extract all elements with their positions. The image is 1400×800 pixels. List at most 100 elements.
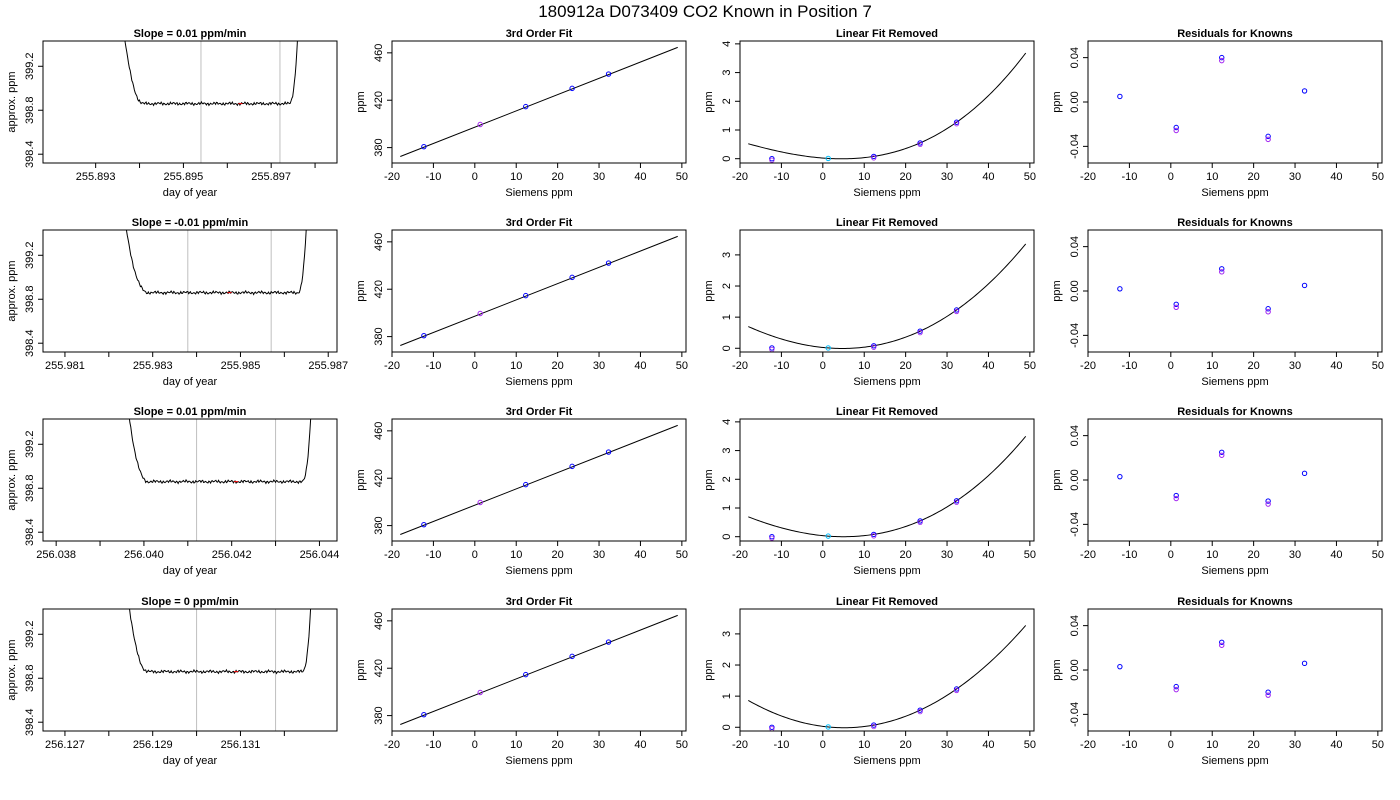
panel-title: Residuals for Knowns: [1177, 406, 1293, 418]
panel-2-1: 3rd Order Fit -20 -10 0 10 20 30 40 50 380 420 460 S…: [355, 406, 688, 577]
residual-curve: [748, 52, 1027, 160]
x-tick-label: 0: [472, 360, 478, 372]
y-tick-label: 2: [721, 283, 733, 289]
data-point: [1219, 54, 1225, 61]
data-point: [917, 141, 923, 148]
plot-frame: [42, 229, 338, 353]
x-tick-label: 0: [820, 739, 826, 751]
data-point: [1219, 449, 1225, 455]
x-axis-label: Siemens ppm: [853, 376, 920, 388]
x-axis-label: Siemens ppm: [853, 755, 920, 767]
y-tick-label: 380: [373, 516, 385, 534]
data-point: [523, 103, 529, 110]
y-tick-label: 399.2: [24, 242, 36, 270]
data-point: [825, 345, 831, 351]
data-point: [953, 687, 960, 694]
x-tick-label: 256.044: [300, 549, 340, 561]
plot-area: [400, 424, 678, 535]
x-tick-label: 10: [510, 171, 522, 183]
x-tick-label: 20: [1248, 360, 1260, 372]
data-point: [421, 143, 427, 150]
data-point: [1265, 136, 1271, 143]
x-axis-label: Siemens ppm: [505, 565, 572, 577]
y-tick-label: 398.8: [24, 474, 36, 502]
x-tick-label: 255.897: [251, 171, 291, 183]
y-tick-label: 460: [373, 233, 385, 251]
data-point: [917, 707, 923, 713]
y-axis-label: approx. ppm: [6, 639, 18, 700]
panel-2-3: Residuals for Knowns -20 -10 0 10 20 30 40 50 -0.…: [1051, 406, 1384, 577]
x-tick-label: 0: [472, 171, 478, 183]
x-tick-label: 10: [1206, 739, 1218, 751]
time-series-line: [125, 230, 307, 296]
x-tick-label: -20: [732, 171, 748, 183]
y-tick-label: 420: [373, 659, 385, 677]
x-tick-label: 10: [1206, 549, 1218, 561]
data-point: [569, 463, 575, 470]
panel-3-1: 3rd Order Fit -20 -10 0 10 20 30 40 50 380 420 460 S…: [355, 596, 688, 767]
x-tick-label: -20: [732, 549, 748, 561]
data-point: [421, 711, 427, 718]
x-tick-label: 20: [552, 171, 564, 183]
data-point: [1219, 452, 1225, 458]
panel-title: Linear Fit Removed: [836, 217, 938, 229]
plot-frame: [1087, 418, 1383, 542]
plot-area: [748, 243, 1027, 352]
y-tick-label: 420: [373, 280, 385, 298]
x-tick-label: 20: [900, 360, 912, 372]
panel-title: Slope = 0.01 ppm/min: [134, 406, 247, 418]
plot-area: [1117, 449, 1308, 507]
x-tick-label: 40: [1330, 171, 1342, 183]
y-tick-label: 420: [373, 91, 385, 109]
x-tick-label: -20: [732, 360, 748, 372]
x-tick-label: -20: [384, 549, 400, 561]
x-tick-label: -20: [1080, 739, 1096, 751]
plot-frame: [42, 418, 338, 542]
y-tick-label: 0.00: [1069, 91, 1081, 112]
data-point: [1173, 304, 1179, 311]
x-tick-label: 0: [1168, 171, 1174, 183]
x-tick-label: 30: [593, 360, 605, 372]
x-axis-label: day of year: [163, 187, 218, 199]
data-point: [605, 260, 612, 266]
x-tick-label: -10: [1121, 739, 1137, 751]
y-tick-label: 0: [721, 156, 733, 162]
data-point: [1301, 282, 1308, 289]
x-tick-label: -20: [384, 360, 400, 372]
x-tick-label: 10: [858, 549, 870, 561]
data-point: [871, 531, 877, 538]
y-axis-label: ppm: [1051, 91, 1063, 112]
x-axis-label: Siemens ppm: [505, 755, 572, 767]
time-series-line: [124, 41, 298, 107]
y-tick-label: -0.04: [1069, 702, 1081, 727]
time-series-line: [129, 609, 312, 675]
y-tick-label: 1: [721, 127, 733, 133]
data-point: [1301, 660, 1308, 667]
data-point: [1265, 498, 1271, 504]
data-point: [953, 308, 960, 315]
x-tick-label: 255.985: [221, 360, 261, 372]
data-point: [953, 307, 960, 313]
residual-curve: [748, 625, 1027, 729]
data-point: [953, 121, 960, 127]
data-point: [871, 723, 877, 730]
data-point: [477, 689, 483, 696]
x-tick-label: 50: [676, 549, 688, 561]
x-tick-label: 255.983: [133, 360, 173, 372]
data-point: [825, 724, 831, 730]
y-tick-label: 398.4: [24, 518, 36, 546]
y-tick-label: 2: [721, 662, 733, 668]
x-tick-label: 30: [941, 360, 953, 372]
y-tick-label: 398.4: [24, 329, 36, 357]
data-point: [421, 521, 427, 528]
y-axis-label: ppm: [1051, 469, 1063, 490]
y-tick-label: 0: [721, 534, 733, 540]
x-tick-label: 50: [1372, 739, 1384, 751]
x-tick-label: 30: [941, 549, 953, 561]
data-point: [1301, 88, 1308, 94]
y-tick-label: 399.2: [24, 431, 36, 459]
y-tick-label: -0.04: [1069, 134, 1081, 159]
y-tick-label: 398.4: [24, 140, 36, 168]
y-tick-label: 0.04: [1069, 47, 1081, 68]
data-point: [1117, 286, 1123, 292]
